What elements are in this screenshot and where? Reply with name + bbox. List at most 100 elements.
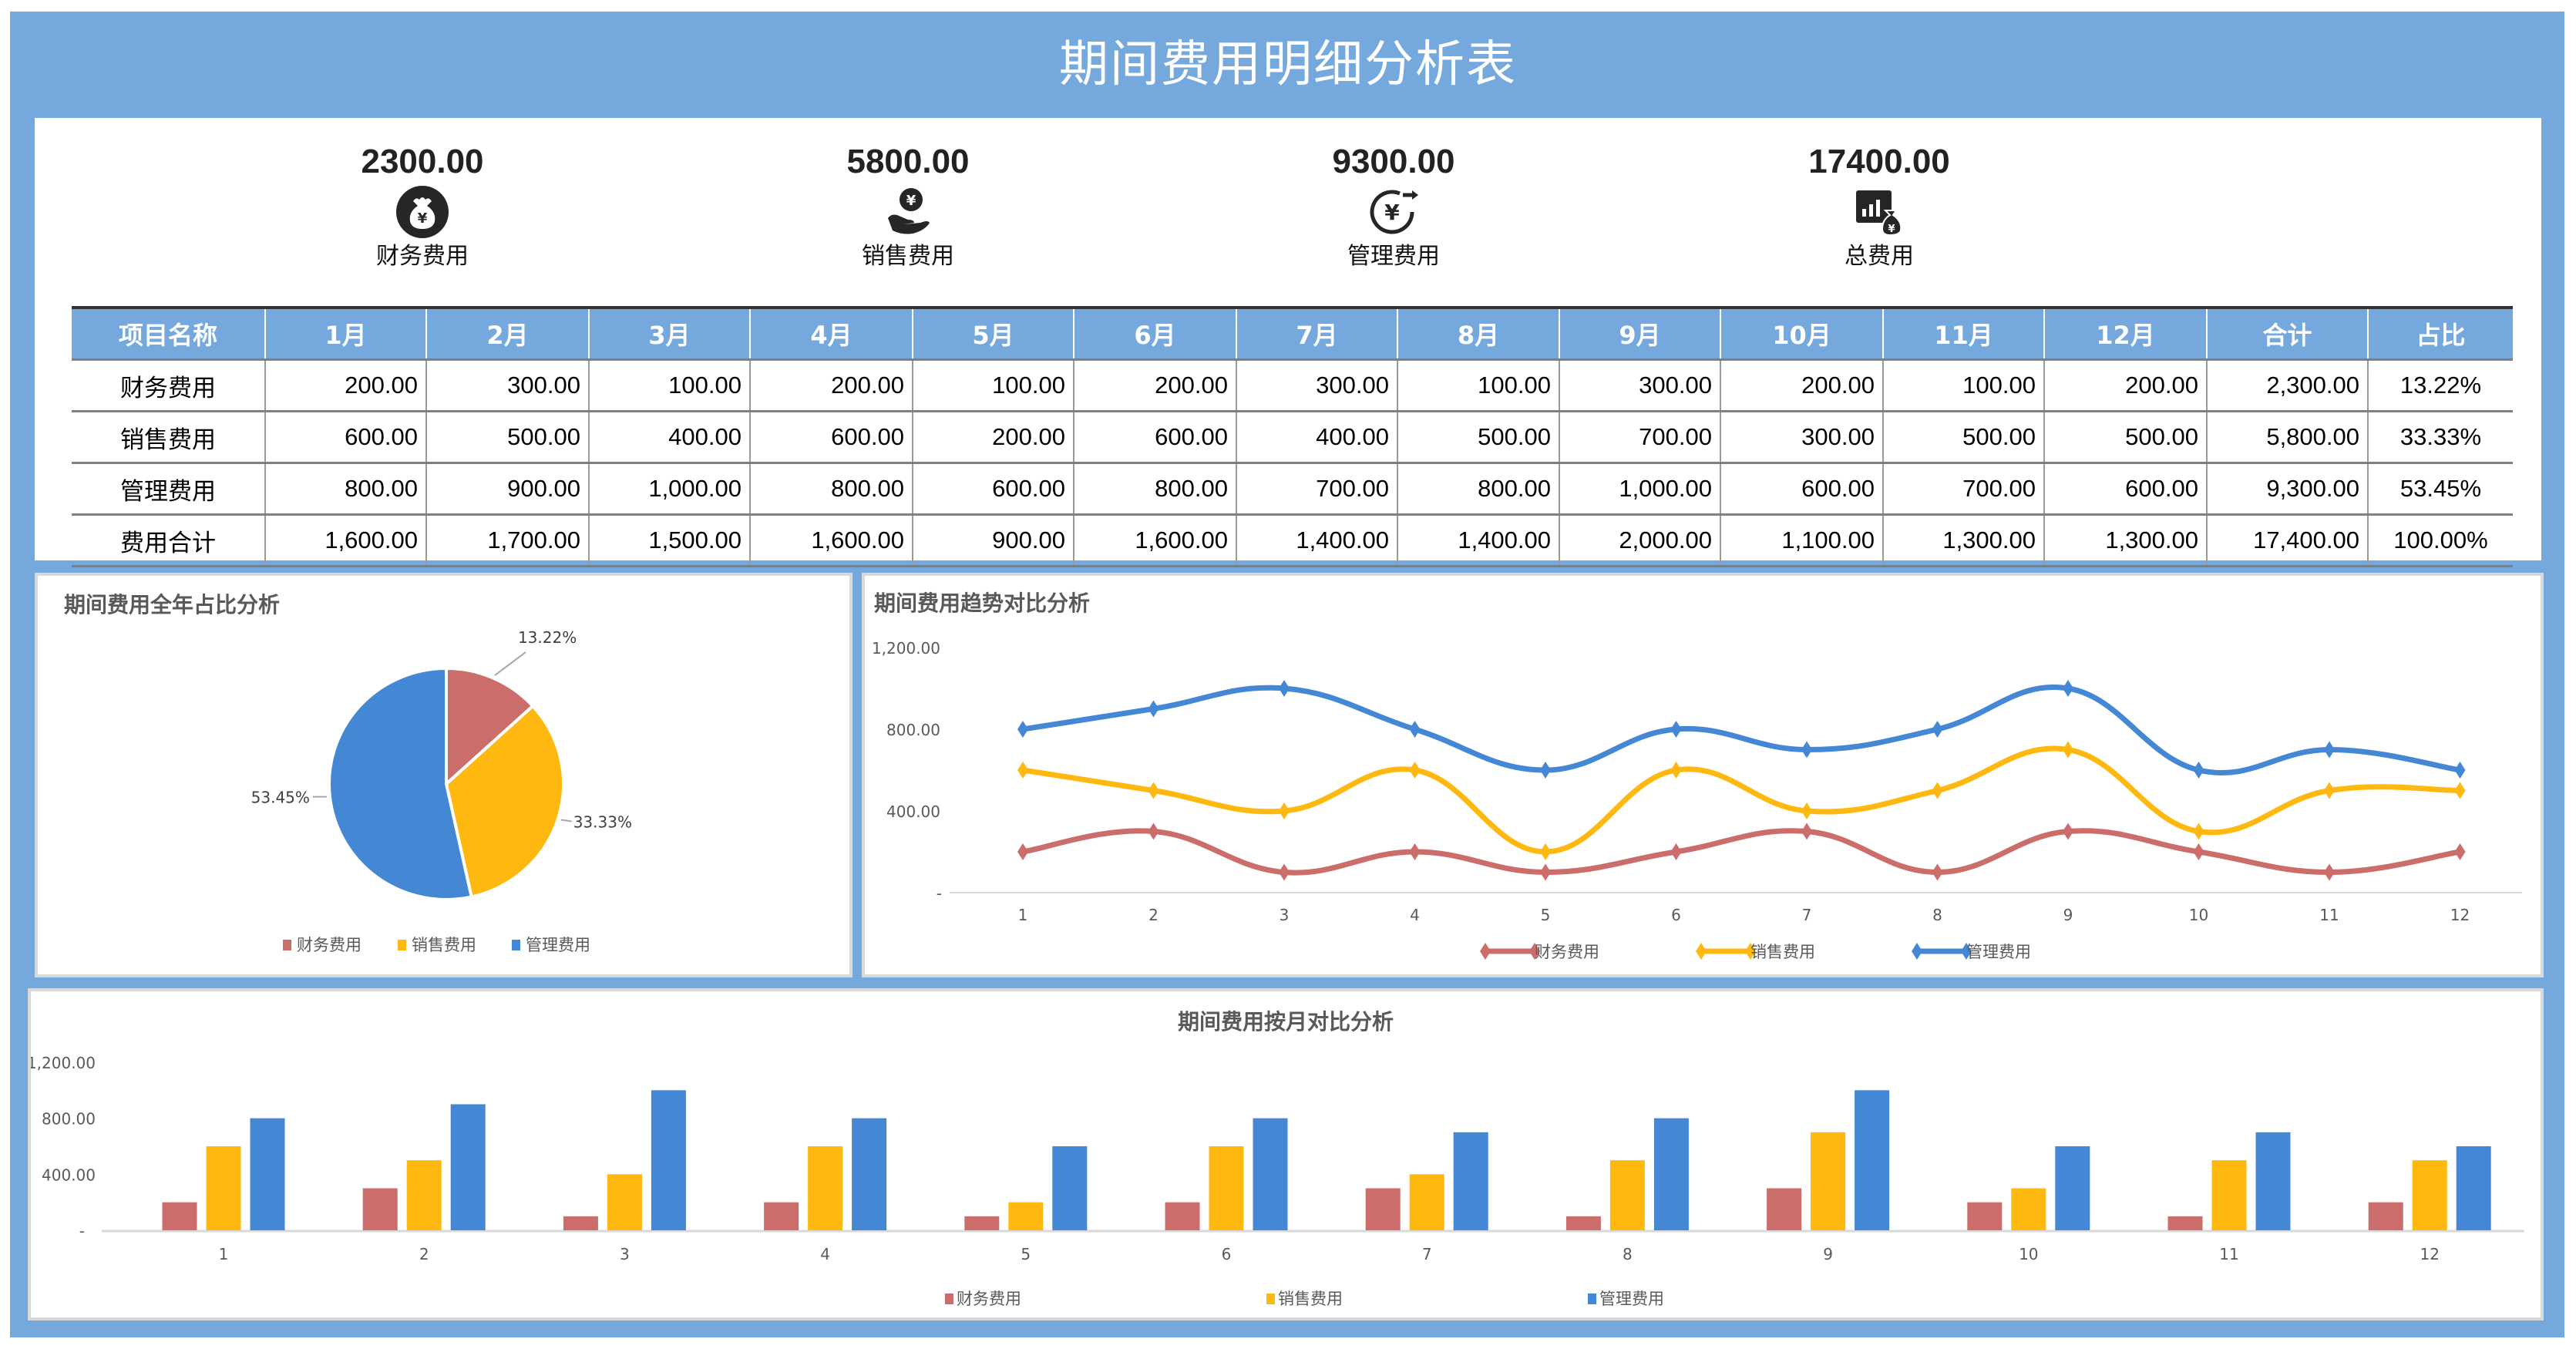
bar [1565, 1216, 1601, 1230]
column-header: 12月 [2043, 306, 2207, 360]
x-tick-label: 6 [1222, 1245, 1232, 1263]
data-point [2324, 782, 2335, 799]
data-point [1670, 843, 1682, 860]
y-tick-label: 400.00 [886, 802, 940, 821]
data-point [1148, 782, 1159, 799]
bar [1653, 1118, 1689, 1230]
data-point [2454, 782, 2466, 799]
data-point [1540, 863, 1551, 881]
bar [1209, 1146, 1244, 1230]
value-cell: 100.00 [1882, 358, 2044, 412]
expense-table: 项目名称 1月 2月 3月 4月 5月 6月 7月 8月 9月 10月 11月 12月 合计 占比 财务费用… [72, 306, 2513, 567]
legend-marker [1696, 943, 1707, 960]
series-line [1020, 828, 2463, 876]
x-tick-label: 8 [1623, 1245, 1633, 1263]
value-cell: 800.00 [749, 462, 913, 515]
legend-item: 财务费用 [297, 936, 362, 954]
value-cell: 800.00 [1397, 462, 1559, 515]
chart-moneybag-icon: ¥ [1725, 185, 2033, 239]
legend-item: 财务费用 [957, 1290, 1021, 1308]
data-point [2193, 823, 2204, 840]
bar [1365, 1188, 1401, 1230]
bar [362, 1188, 398, 1230]
kpi-label: 财务费用 [376, 243, 469, 270]
legend-swatch [398, 940, 406, 950]
kpi-total: 17400.00 ¥ 总费用 [1725, 139, 2033, 274]
bar [250, 1118, 285, 1230]
legend-swatch [512, 940, 520, 950]
column-header: 2月 [425, 306, 589, 360]
kpi-sales: 5800.00 ¥ 销售费用 [754, 139, 1062, 274]
column-header: 8月 [1397, 306, 1559, 360]
data-point [1670, 762, 1682, 779]
leader-line [560, 819, 572, 823]
bar [450, 1104, 486, 1230]
data-point [1409, 843, 1421, 860]
legend-marker [1529, 943, 1540, 960]
kpi-value: 9300.00 [1332, 143, 1455, 180]
line-chart-title: 期间费用趋势对比分析 [874, 590, 1091, 616]
value-cell: 300.00 [1720, 410, 1883, 463]
value-cell: 200.00 [912, 410, 1074, 463]
legend-swatch [1588, 1293, 1596, 1304]
legend-item: 销售费用 [1750, 943, 1815, 961]
value-cell: 600.00 [1720, 462, 1883, 515]
bar [1811, 1132, 1846, 1230]
value-cell: 300.00 [1559, 358, 1720, 412]
data-point [1932, 863, 1943, 881]
yuan-cycle-icon: ¥ [1239, 185, 1548, 239]
x-tick-label: 1 [1018, 906, 1028, 924]
y-tick-label: 1,200.00 [872, 639, 940, 658]
kpi-finance: 2300.00 ¥ 财务费用 [268, 139, 577, 274]
value-cell: 600.00 [749, 410, 913, 463]
table-row: 费用合计 1,600.00 1,700.00 1,500.00 1,600.00 900.… [72, 513, 2513, 567]
data-point [1279, 680, 1290, 697]
leader-line [494, 651, 526, 676]
kpi-value: 5800.00 [846, 143, 970, 180]
column-header: 6月 [1073, 306, 1236, 360]
column-header-item: 项目名称 [72, 306, 265, 360]
data-point [1932, 782, 1943, 799]
legend-item: 销售费用 [412, 936, 476, 954]
value-cell: 1,700.00 [425, 513, 589, 567]
value-cell: 1,000.00 [1559, 462, 1720, 515]
percent-cell: 100.00% [2367, 513, 2513, 567]
bar [2167, 1216, 2203, 1230]
value-cell: 200.00 [264, 358, 426, 412]
y-tick-label: - [79, 1222, 85, 1240]
y-tick-label: 1,200.00 [31, 1054, 96, 1072]
bar [607, 1174, 642, 1230]
data-point [2454, 762, 2466, 779]
data-point [2193, 843, 2204, 860]
data-point [1017, 843, 1028, 860]
money-bag-icon: ¥ [268, 185, 577, 239]
data-point [1148, 823, 1159, 840]
x-tick-label: 4 [1410, 906, 1420, 924]
value-cell: 2,300.00 [2206, 358, 2368, 412]
x-tick-label: 6 [1671, 906, 1681, 924]
legend-item: 财务费用 [1535, 943, 1599, 961]
pie-data-label: 53.45% [251, 789, 310, 807]
pie-data-label: 13.22% [518, 628, 577, 647]
x-tick-label: 3 [620, 1245, 630, 1263]
column-header: 1月 [264, 306, 426, 360]
kpi-label: 销售费用 [862, 243, 954, 270]
column-header: 7月 [1236, 306, 1397, 360]
legend-swatch [1266, 1293, 1275, 1304]
legend-swatch [283, 940, 291, 950]
x-tick-label: 2 [419, 1245, 429, 1263]
kpi-value: 17400.00 [1808, 143, 1950, 180]
bar [1967, 1202, 2003, 1230]
svg-text:¥: ¥ [418, 210, 428, 227]
x-tick-label: 8 [1932, 906, 1942, 924]
column-header: 4月 [749, 306, 913, 360]
y-tick-label: 800.00 [886, 721, 940, 739]
value-cell: 1,400.00 [1397, 513, 1559, 567]
column-header: 5月 [912, 306, 1074, 360]
legend-item: 管理费用 [1966, 943, 2031, 961]
data-point [2454, 843, 2466, 860]
x-tick-label: 9 [1823, 1245, 1833, 1263]
bar [1165, 1202, 1200, 1230]
